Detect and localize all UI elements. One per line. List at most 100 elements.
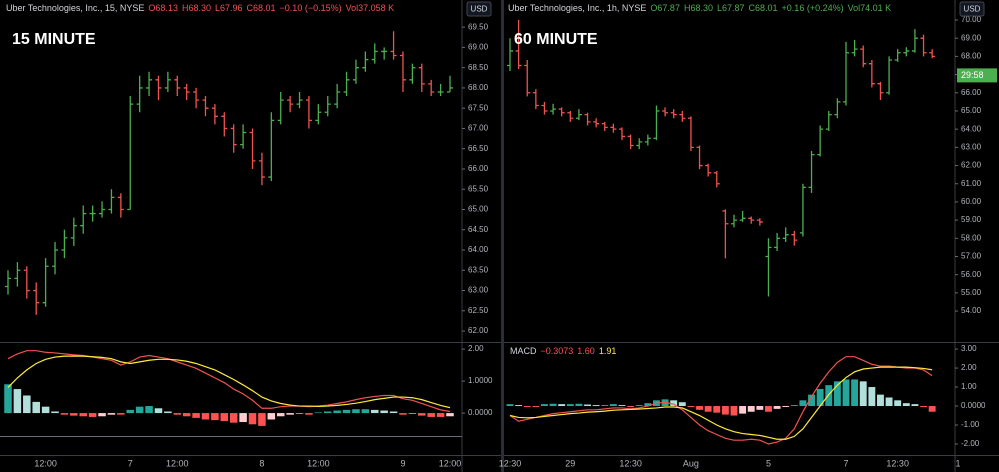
x-tick-label: 12:30	[619, 458, 642, 468]
ohlc-bar	[136, 75, 143, 113]
histogram-bar	[380, 410, 388, 414]
y-tick-label: 0.0000	[961, 401, 986, 410]
ohlc-bar	[532, 89, 539, 110]
ohlc-bar	[722, 209, 729, 259]
histogram-bar	[239, 413, 247, 423]
histogram-bar	[799, 400, 807, 407]
y-tick-label: 1.0000	[468, 376, 493, 385]
ohlc-bar	[825, 110, 832, 131]
y-tick-label: 69.00	[961, 33, 982, 42]
y-tick-label: 63.00	[961, 142, 982, 151]
ohlc-bar	[799, 183, 806, 237]
ohlc-legend-value: H68.30	[684, 3, 713, 13]
histogram-bar	[920, 406, 927, 407]
ohlc-bar	[211, 104, 218, 125]
ohlc-bar	[296, 91, 303, 109]
y-tick-label: 67.50	[468, 103, 489, 112]
y-tick-label: 63.50	[468, 265, 489, 274]
ohlc-bar	[834, 98, 841, 119]
x-tick-label: 29	[565, 458, 575, 468]
x-tick-label: 8	[259, 458, 264, 468]
histogram-bar	[704, 406, 712, 412]
ohlc-bar	[174, 75, 181, 97]
histogram-bar	[229, 413, 238, 423]
histogram-bar	[894, 400, 902, 407]
ohlc-bar	[687, 116, 694, 151]
histogram-bar	[575, 403, 583, 407]
histogram-bar	[713, 406, 721, 413]
histogram-bar	[333, 410, 341, 414]
histogram-bar	[399, 413, 407, 415]
y-tick-label: 64.50	[468, 225, 489, 234]
histogram-bar	[558, 404, 566, 407]
ohlc-bar	[644, 134, 651, 146]
ohlc-bar	[627, 134, 634, 150]
y-tick-label: 58.00	[961, 233, 982, 242]
histogram-bar	[371, 409, 379, 414]
histogram-bar	[145, 406, 153, 414]
histogram-bar	[88, 413, 97, 417]
annotation: 60 MINUTE	[514, 31, 598, 48]
histogram-bar	[721, 406, 729, 415]
histogram-bar	[220, 413, 229, 422]
histogram-bar	[627, 406, 635, 407]
ohlc-bar	[240, 124, 247, 149]
y-tick-label: 1.00	[961, 382, 977, 391]
histogram-bar	[584, 404, 591, 407]
pane-divider	[501, 0, 504, 472]
y-tick-label: 67.00	[468, 124, 489, 133]
ohlc-bar	[99, 201, 106, 218]
symbol-title: Uber Technologies, Inc., 15, NYSE	[6, 3, 144, 13]
ohlc-bar	[287, 96, 294, 113]
ohlc-bar	[362, 51, 369, 72]
y-tick-label: 68.50	[468, 63, 489, 72]
ohlc-bar	[731, 214, 737, 228]
ohlc-bar	[61, 229, 68, 259]
ohlc-bar	[334, 83, 341, 109]
histogram-bar	[739, 406, 747, 414]
histogram-bar	[833, 381, 841, 407]
histogram-bar	[361, 409, 370, 414]
histogram-bar	[782, 406, 790, 407]
histogram-bar	[816, 388, 824, 407]
histogram-bar	[211, 413, 219, 421]
histogram-bar	[532, 406, 540, 407]
histogram-bar	[342, 409, 351, 414]
y-tick-label: 63.00	[468, 286, 489, 295]
ohlc-bar	[507, 38, 513, 71]
ohlc-bar	[164, 71, 171, 92]
histogram-bar	[32, 401, 40, 414]
histogram-bar	[389, 411, 398, 414]
histogram-bar	[286, 413, 294, 415]
histogram-bar	[276, 413, 285, 417]
ohlc-bar	[418, 63, 425, 92]
histogram-bar	[418, 413, 426, 416]
histogram-bar	[427, 413, 435, 417]
histogram-bar	[747, 406, 755, 412]
y-tick-label: 59.00	[961, 215, 982, 224]
histogram-bar	[696, 406, 703, 410]
y-tick-label: 65.00	[468, 205, 489, 214]
histogram-bar	[635, 405, 643, 407]
ohlc-bar	[127, 96, 134, 211]
histogram-bar	[4, 384, 12, 414]
histogram-bar	[51, 411, 59, 414]
histogram-bar	[98, 413, 106, 417]
macd-line	[7, 355, 451, 409]
ohlc-bar	[843, 41, 849, 106]
chart-header: Uber Technologies, Inc., 1h, NYSE O67.87 H…	[508, 3, 891, 13]
ohlc-bar	[155, 75, 162, 101]
ohlc-bar	[558, 107, 565, 117]
y-tick-label: 64.00	[468, 245, 489, 254]
ohlc-bar	[808, 150, 815, 193]
histogram-bar	[541, 404, 548, 407]
ohlc-bar	[183, 83, 190, 101]
histogram-bar	[902, 403, 910, 407]
ohlc-bar	[593, 118, 600, 128]
ohlc-bar	[791, 231, 798, 246]
ohlc-bar	[774, 232, 781, 252]
histogram-bar	[41, 406, 50, 414]
ohlc-legend-value: L67.96	[215, 3, 243, 13]
histogram-bar	[851, 379, 859, 407]
